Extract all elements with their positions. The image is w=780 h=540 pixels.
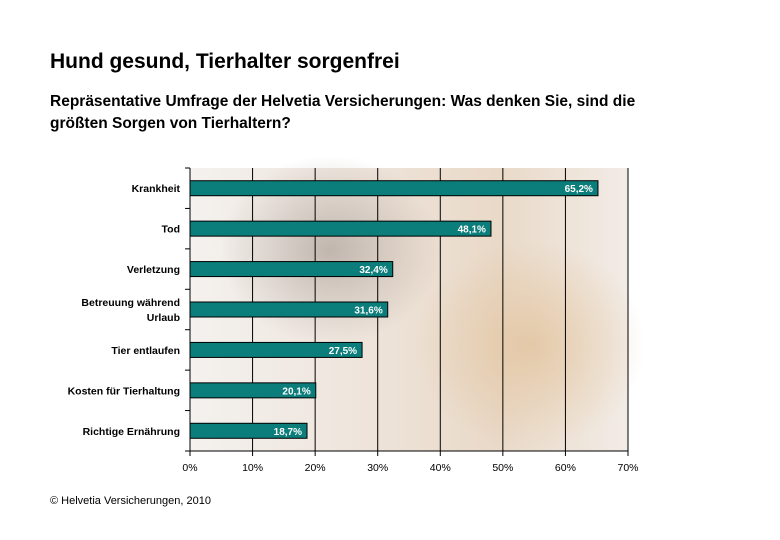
x-tick-label: 60% [555,462,576,474]
photo-dog-shape [415,240,645,450]
category-label: Tod [162,224,180,236]
data-label: 20,1% [282,386,310,397]
axes [185,167,629,456]
x-tick-labels: 0% 10% 20% 30% 40% 50% 60% 70% [182,462,638,474]
category-label: Krankheit [132,183,181,195]
copyright-note: © Helvetia Versicherungen, 2010 [50,495,211,507]
category-label: Verletzung [127,264,180,276]
data-labels: 65,2% 48,1% 32,4% 31,6% 27,5% 20,1% 18,7% [274,184,593,438]
category-label: Richtige Ernährung [83,426,180,438]
bar [189,180,599,197]
data-label: 65,2% [565,184,593,195]
x-tick-label: 50% [492,462,513,474]
x-tick-label: 20% [305,462,326,474]
chart-subtitle: Repräsentative Umfrage der Helvetia Vers… [50,93,636,132]
photo-person-shape [220,155,440,345]
bars [189,180,599,439]
data-label: 48,1% [458,225,486,236]
x-tick-label: 30% [367,462,388,474]
category-label: Urlaub [147,312,180,324]
category-labels: Krankheit Tod Verletzung Betreuung während U… [68,183,181,438]
category-label: Kosten für Tierhaltung [68,385,180,397]
data-label: 31,6% [354,306,382,317]
x-tick-label: 10% [242,462,263,474]
category-label: Betreuung während [81,297,180,309]
bar [189,220,492,237]
data-label: 18,7% [274,427,302,438]
x-tick-label: 70% [617,462,638,474]
x-tick-label: 40% [430,462,451,474]
x-tick-label: 0% [182,462,197,474]
chart-title: Hund gesund, Tierhalter sorgenfrei [50,50,400,73]
data-label: 32,4% [359,265,387,276]
category-label: Tier entlaufen [111,345,180,357]
data-label: 27,5% [329,346,357,357]
